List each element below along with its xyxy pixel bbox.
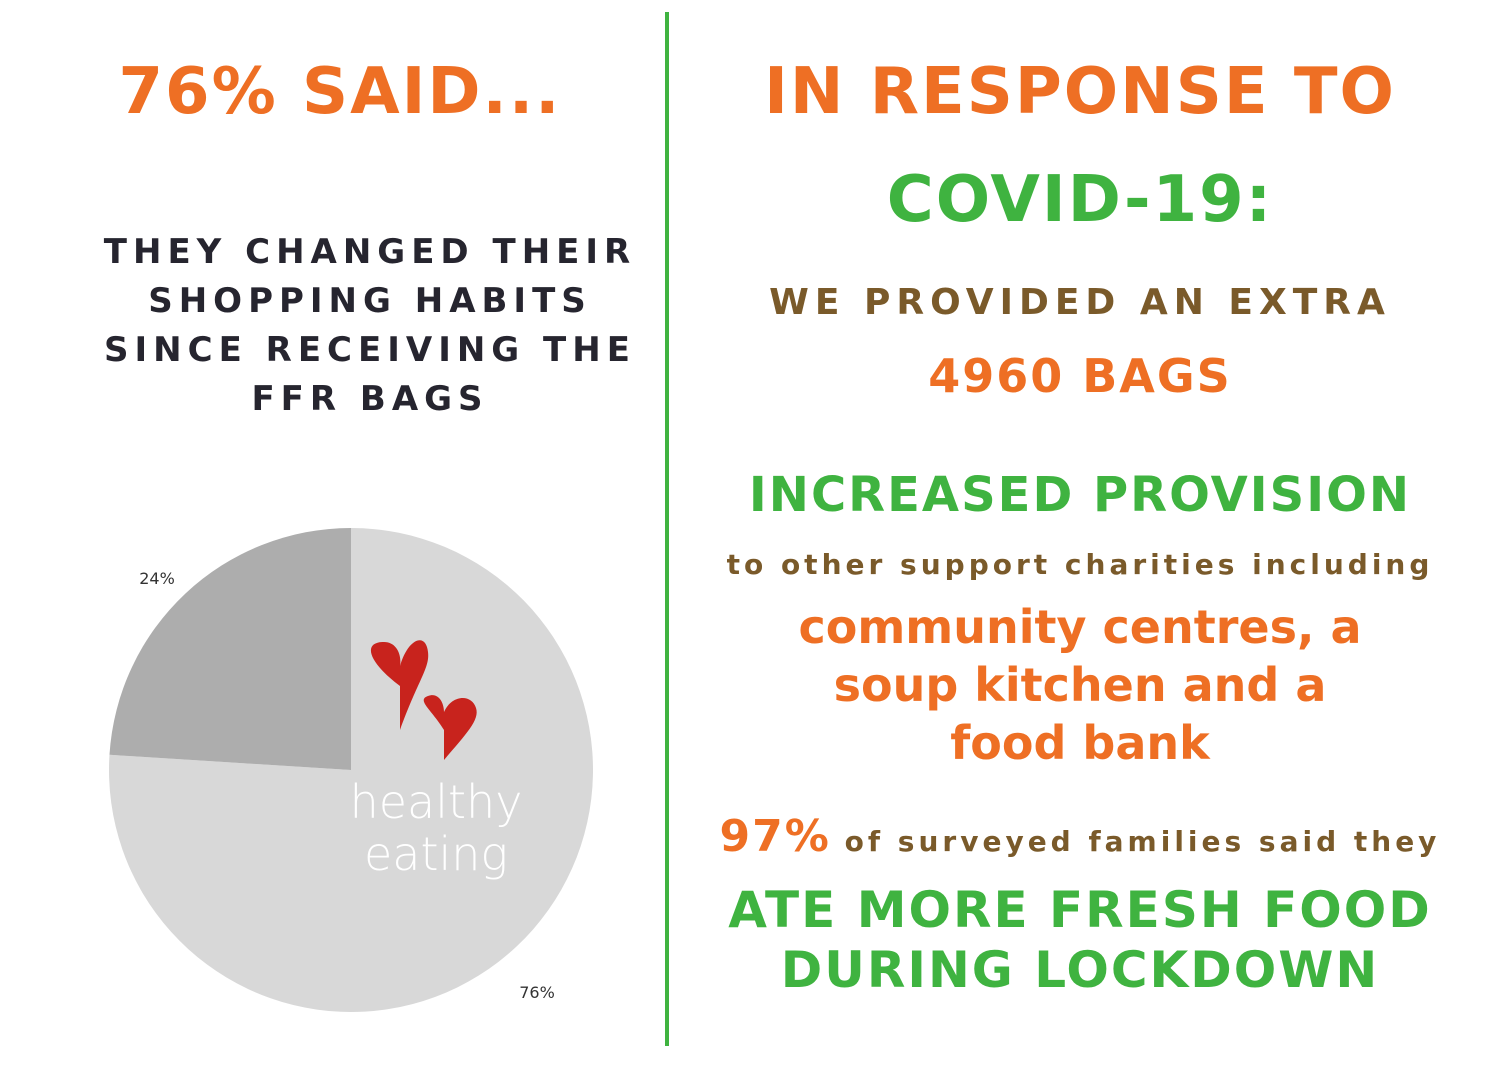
fresh-food-statement: ATE MORE FRESH FOOD DURING LOCKDOWN	[690, 880, 1470, 1000]
pie-slice	[108, 528, 593, 1012]
left-title: 76% SAID...	[118, 55, 562, 129]
fresh-food-line: ATE MORE FRESH FOOD	[728, 881, 1432, 939]
charities-list: community centres, a soup kitchen and a …	[690, 598, 1470, 772]
charities-line: community centres, a	[798, 600, 1362, 654]
pie-slice-label: 24%	[139, 569, 175, 588]
charities-line: food bank	[950, 716, 1210, 770]
pie-chart: healthy eating 76% 24%	[108, 528, 593, 1012]
survey-percent: 97%	[719, 811, 831, 862]
pie-slice	[109, 528, 351, 770]
survey-text: of surveyed families said they	[844, 825, 1441, 858]
fresh-food-line: DURING LOCKDOWN	[780, 941, 1380, 999]
left-subtitle: THEY CHANGED THEIR SHOPPING HABITS SINCE…	[95, 228, 645, 424]
provided-extra-text: WE PROVIDED AN EXTRA	[769, 282, 1391, 323]
pie-slices	[108, 528, 593, 1012]
increased-provision: INCREASED PROVISION	[748, 467, 1412, 523]
support-charities-text: to other support charities including	[726, 548, 1434, 581]
pie-labels: 76% 24%	[139, 569, 555, 1002]
left-subtitle-line: THEY CHANGED THEIR	[103, 232, 637, 272]
pie-center-label: eating	[364, 827, 508, 881]
headline-covid: COVID-19:	[886, 163, 1274, 237]
left-subtitle-line: FFR BAGS	[251, 379, 489, 419]
left-subtitle-line: SHOPPING HABITS	[148, 281, 592, 321]
charities-line: soup kitchen and a	[833, 658, 1327, 712]
pie-slice-label: 76%	[519, 983, 555, 1002]
pie-center-label: healthy	[350, 775, 523, 829]
divider-line	[665, 12, 669, 1046]
headline-response: IN RESPONSE TO	[764, 55, 1396, 129]
survey-statement: 97% of surveyed families said they	[690, 812, 1470, 867]
hearts-icon	[370, 640, 477, 760]
left-subtitle-line: SINCE RECEIVING THE	[104, 330, 636, 370]
bags-count: 4960 BAGS	[928, 349, 1232, 403]
